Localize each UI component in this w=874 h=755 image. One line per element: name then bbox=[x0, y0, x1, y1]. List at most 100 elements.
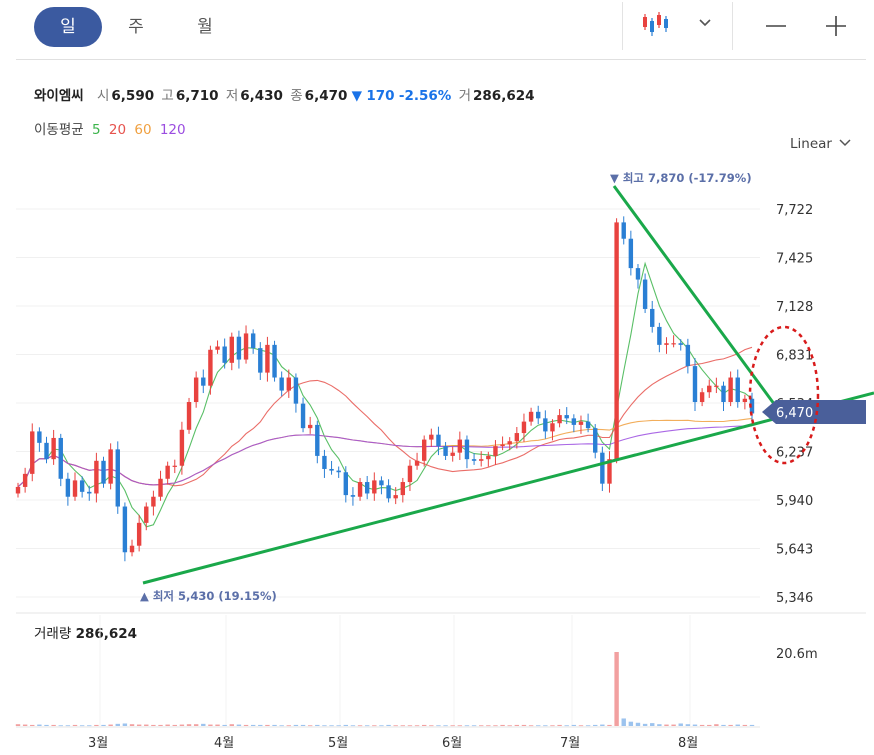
ma-120-label[interactable]: 120 bbox=[159, 122, 186, 138]
ma-20-line bbox=[17, 346, 753, 488]
candle-body bbox=[429, 434, 434, 440]
volume-bar bbox=[372, 725, 377, 727]
volume-bar bbox=[386, 724, 391, 726]
candle-body bbox=[30, 431, 35, 474]
candle-body bbox=[614, 222, 619, 460]
candle-body bbox=[272, 344, 277, 378]
volume-bar bbox=[443, 725, 448, 727]
ma-20-label[interactable]: 20 bbox=[108, 122, 127, 138]
volume-bar bbox=[87, 725, 92, 727]
minus-icon[interactable] bbox=[764, 14, 788, 38]
low-label: 저 bbox=[225, 88, 239, 104]
volume-bar bbox=[243, 724, 249, 726]
candle-body bbox=[215, 346, 220, 350]
volume-bar bbox=[528, 725, 534, 727]
volume-label: 거 bbox=[458, 88, 472, 104]
candle-body bbox=[471, 459, 477, 461]
candle-body bbox=[336, 470, 341, 473]
candle-body bbox=[479, 459, 484, 461]
volume-bar bbox=[30, 724, 35, 726]
volume-bar bbox=[101, 724, 106, 726]
tab-weekly[interactable]: 주 bbox=[128, 17, 144, 37]
y-tick-label: 6,831 bbox=[776, 349, 813, 364]
candle-body bbox=[79, 480, 85, 492]
candle-body bbox=[557, 415, 562, 424]
candle-body bbox=[307, 424, 313, 429]
high-label: 고 bbox=[161, 88, 174, 104]
volume-bar bbox=[614, 652, 619, 726]
volume-bar bbox=[635, 722, 641, 726]
volume-bar bbox=[208, 724, 213, 726]
volume-bar bbox=[550, 725, 555, 727]
volume-bar bbox=[664, 724, 669, 726]
volume-bar bbox=[44, 724, 49, 726]
y-tick-label: 5,346 bbox=[776, 591, 813, 606]
volume-bar bbox=[336, 725, 341, 727]
volume-axis-label: 20.6m bbox=[776, 647, 818, 662]
close-value: 6,470 bbox=[304, 88, 348, 104]
candle-body bbox=[699, 392, 705, 403]
candle-body bbox=[457, 439, 463, 453]
candle-body bbox=[543, 418, 548, 432]
support-trendline bbox=[142, 391, 874, 585]
candle-body bbox=[315, 424, 320, 456]
candle-body bbox=[493, 446, 498, 456]
candle-body bbox=[564, 415, 569, 419]
x-tick-label: 5월 bbox=[328, 736, 348, 751]
volume-bar bbox=[593, 724, 598, 726]
volume-bar bbox=[15, 724, 21, 726]
candlestick-icon[interactable] bbox=[640, 8, 674, 42]
high-value: 6,710 bbox=[175, 88, 219, 104]
chart-grid bbox=[16, 208, 760, 726]
volume-bar bbox=[279, 725, 284, 727]
candle-body bbox=[650, 308, 655, 327]
candle-body bbox=[51, 437, 56, 460]
x-tick-label: 7월 bbox=[560, 736, 580, 751]
candle-body bbox=[201, 377, 206, 386]
x-tick-label: 3월 bbox=[88, 736, 108, 751]
candle-body bbox=[115, 449, 120, 507]
tab-daily[interactable]: 일 bbox=[34, 7, 102, 47]
candle-body bbox=[621, 222, 626, 239]
y-tick-label: 5,643 bbox=[776, 543, 813, 558]
volume-bar bbox=[272, 724, 277, 726]
volume-bar bbox=[479, 725, 484, 727]
plus-icon[interactable] bbox=[824, 14, 848, 38]
volume-bar bbox=[144, 724, 149, 726]
volume-bar bbox=[543, 725, 548, 727]
scale-selector[interactable]: Linear bbox=[790, 136, 851, 152]
volume-bar bbox=[300, 724, 306, 726]
volume-bar bbox=[486, 725, 491, 727]
candle-body bbox=[65, 478, 71, 497]
volume-bar bbox=[749, 724, 755, 726]
candle-body bbox=[593, 428, 598, 453]
chevron-down-icon[interactable] bbox=[696, 14, 714, 32]
volume-bar bbox=[286, 725, 291, 727]
moving-average-lines bbox=[17, 261, 753, 528]
ma-5-label[interactable]: 5 bbox=[91, 122, 101, 138]
volume-bar bbox=[229, 724, 234, 726]
ma-60-label[interactable]: 60 bbox=[134, 122, 152, 138]
candle-body bbox=[536, 411, 541, 419]
candle-body bbox=[343, 472, 349, 496]
volume-bar bbox=[350, 725, 356, 727]
candle-body bbox=[15, 486, 21, 494]
close-label: 종 bbox=[290, 88, 303, 104]
scale-label: Linear bbox=[790, 136, 832, 152]
candle-body bbox=[122, 506, 128, 553]
ma-5-line bbox=[17, 261, 753, 528]
tab-monthly[interactable]: 월 bbox=[197, 17, 213, 37]
candle-body bbox=[179, 429, 185, 466]
toolbar-bottom-border bbox=[16, 59, 866, 60]
volume-bar bbox=[393, 725, 398, 727]
candle-body bbox=[735, 377, 740, 403]
candle-body bbox=[436, 434, 441, 447]
candle-body bbox=[144, 506, 149, 523]
current-price-tag bbox=[762, 400, 866, 424]
candle-body bbox=[692, 366, 698, 403]
ma-60-line bbox=[17, 417, 753, 488]
volume-bar bbox=[407, 725, 413, 727]
toolbar-divider bbox=[622, 2, 623, 50]
candle-body bbox=[87, 491, 92, 494]
candle-body bbox=[186, 402, 192, 430]
